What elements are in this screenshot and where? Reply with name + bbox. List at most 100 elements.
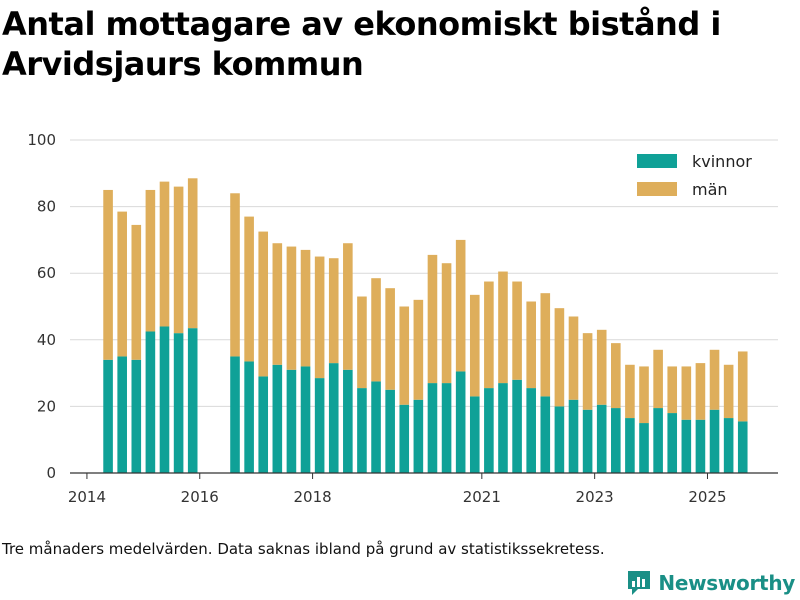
bar-kvinnor: [540, 396, 551, 473]
bar-kvinnor: [244, 361, 254, 473]
bar-kvinnor: [498, 383, 508, 473]
bar-man: [709, 349, 720, 410]
legend-label-kvinnor: kvinnor: [692, 152, 752, 171]
y-tick-label: 40: [37, 331, 56, 349]
bar-man: [653, 349, 663, 409]
bar-man: [469, 294, 480, 397]
x-tick-label: 2023: [576, 488, 614, 506]
bar-kvinnor: [695, 419, 706, 473]
bar-kvinnor: [300, 366, 311, 473]
bar-kvinnor: [737, 421, 748, 473]
bar-man: [723, 364, 734, 419]
bar-kvinnor: [145, 331, 156, 473]
bar-kvinnor: [258, 376, 269, 473]
bar-man: [611, 343, 621, 409]
bar-kvinnor: [159, 326, 170, 473]
bar-kvinnor: [469, 396, 480, 473]
bar-man: [582, 333, 593, 410]
bar-man: [258, 231, 269, 377]
bar-man: [484, 281, 494, 389]
bar-kvinnor: [667, 413, 678, 473]
bar-man: [639, 366, 649, 424]
bar-man: [103, 189, 113, 360]
y-tick-label: 20: [37, 397, 56, 415]
bar-kvinnor: [582, 409, 593, 473]
bar-kvinnor: [357, 388, 367, 473]
bar-kvinnor: [554, 406, 565, 473]
bar-kvinnor: [625, 418, 635, 473]
bar-kvinnor: [568, 399, 579, 473]
bar-kvinnor: [103, 359, 113, 473]
y-tick-label: 60: [37, 264, 56, 282]
bar-man: [173, 186, 184, 334]
bar-kvinnor: [314, 378, 325, 473]
bar-kvinnor: [526, 388, 536, 473]
bar-kvinnor: [187, 328, 198, 473]
bar-kvinnor: [441, 383, 452, 473]
bar-kvinnor: [413, 399, 424, 473]
bar-man: [554, 308, 565, 407]
x-tick-label: 2021: [463, 488, 501, 506]
bar-man: [455, 239, 466, 372]
bar-kvinnor: [709, 409, 720, 473]
bar-kvinnor: [230, 356, 240, 473]
bar-kvinnor: [611, 408, 621, 473]
x-tick-label: 2016: [181, 488, 219, 506]
bar-man: [131, 224, 142, 360]
bar-kvinnor: [343, 369, 353, 473]
bar-kvinnor: [272, 364, 283, 473]
y-tick-label: 100: [27, 131, 56, 149]
bar-man: [596, 329, 607, 405]
bar-kvinnor: [131, 359, 142, 473]
bar-man: [286, 246, 297, 370]
bar-kvinnor: [399, 404, 410, 473]
y-tick-label: 80: [37, 198, 56, 216]
legend-label-man: män: [692, 180, 728, 199]
bar-kvinnor: [455, 371, 466, 473]
bar-kvinnor: [653, 408, 663, 473]
bar-man: [371, 278, 381, 382]
bar-kvinnor: [723, 418, 734, 473]
x-tick-label: 2018: [293, 488, 331, 506]
brand-name: Newsworthy: [658, 571, 795, 595]
bar-kvinnor: [681, 419, 692, 473]
bar-kvinnor: [117, 356, 127, 473]
bars: [103, 178, 748, 473]
bar-kvinnor: [286, 369, 297, 473]
bar-man: [357, 296, 367, 389]
bar-man: [695, 363, 706, 420]
bar-man: [117, 211, 127, 357]
bar-man: [328, 258, 339, 364]
bar-man: [512, 281, 522, 380]
bar-man: [681, 366, 692, 420]
bar-man: [498, 271, 508, 384]
stacked-bar-chart: 0 20 40 60 80 100 2014 2016 2018 2021 2023 2025 kv…: [27, 131, 778, 506]
bar-man: [737, 351, 748, 422]
bar-kvinnor: [639, 423, 649, 473]
y-axis: 0 20 40 60 80 100: [27, 131, 56, 482]
bar-man: [540, 293, 551, 397]
bar-man: [667, 366, 678, 414]
bar-man: [427, 254, 438, 384]
bar-man: [343, 243, 353, 370]
bar-kvinnor: [484, 388, 494, 473]
legend-swatch-man: [637, 182, 677, 196]
bar-kvinnor: [173, 333, 184, 473]
bar-kvinnor: [371, 381, 381, 473]
bar-man: [244, 216, 254, 362]
bar-man: [314, 256, 325, 379]
bar-man: [187, 178, 198, 329]
bar-kvinnor: [385, 389, 395, 473]
chart-title: Antal mottagare av ekonomiskt bistånd i …: [2, 5, 721, 83]
bar-man: [385, 288, 395, 390]
bar-man: [272, 243, 283, 365]
bar-kvinnor: [328, 363, 339, 473]
bar-man: [230, 193, 240, 357]
bar-man: [625, 364, 635, 419]
chart-caption: Tre månaders medelvärden. Data saknas ib…: [2, 540, 605, 558]
bar-man: [300, 249, 311, 367]
brand: Newsworthy: [626, 568, 795, 598]
x-tick-label: 2014: [68, 488, 106, 506]
bar-kvinnor: [427, 383, 438, 473]
x-axis: 2014 2016 2018 2021 2023 2025: [68, 472, 778, 506]
